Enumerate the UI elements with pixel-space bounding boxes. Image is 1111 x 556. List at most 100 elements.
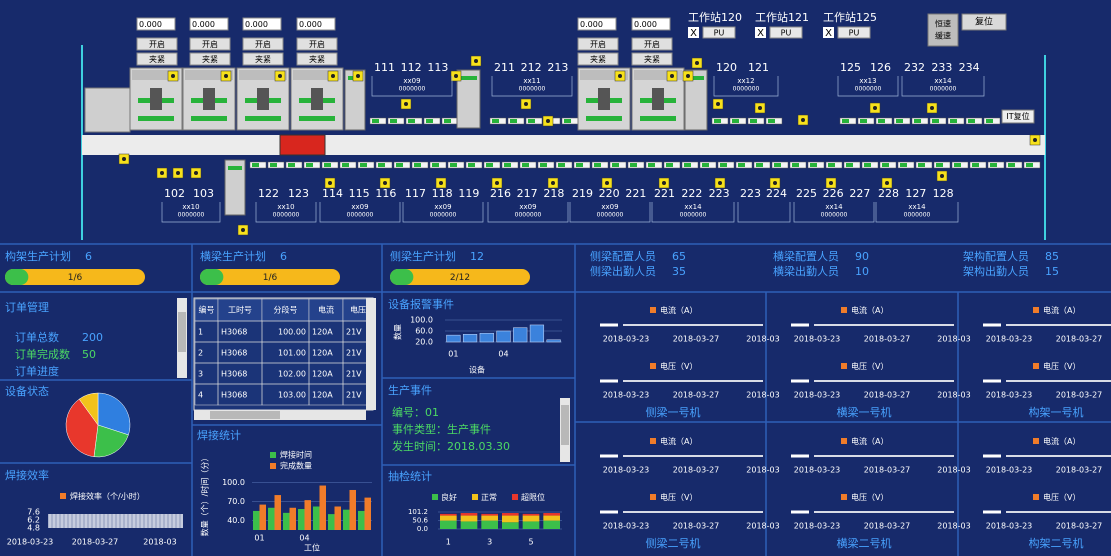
group-bracket — [371, 76, 453, 97]
clamp-button[interactable] — [136, 52, 178, 66]
progress-track — [200, 269, 340, 285]
pie-slice — [93, 424, 129, 458]
date-label: 2018-03-23 — [794, 522, 841, 531]
roller-green — [342, 163, 349, 167]
it-reset-button[interactable] — [1001, 109, 1035, 124]
roller-green — [432, 163, 439, 167]
input-value: 0.000 — [245, 20, 268, 29]
table-cell-text: 1 — [198, 328, 203, 337]
clamp-button[interactable] — [296, 52, 338, 66]
date-label: 2018-03 — [143, 538, 176, 547]
sensor-dot — [718, 181, 722, 185]
y-axis-label: 数量 — [393, 324, 403, 340]
station-button[interactable] — [702, 26, 736, 39]
progress-track — [5, 269, 145, 285]
station-number: 125 — [840, 61, 861, 74]
machine-title: 构架二号机 — [1029, 536, 1084, 550]
bar — [283, 512, 290, 530]
sensor-dot — [356, 74, 360, 78]
stacked-bar — [481, 520, 498, 529]
machine-green — [245, 116, 281, 121]
station-check[interactable] — [688, 27, 699, 38]
date-label: 2018-03-27 — [864, 335, 911, 344]
station-button[interactable] — [837, 26, 871, 39]
legend-label: 电压（V） — [851, 492, 888, 502]
legend-swatch — [841, 307, 847, 313]
machine-head — [634, 70, 682, 80]
y-axis-label: 数量（个）/时间（分） — [200, 454, 210, 537]
y-tick-label: 100.0 — [410, 316, 433, 325]
roller-green — [986, 119, 993, 123]
group-count: 0000000 — [273, 212, 300, 219]
order-value: 50 — [82, 348, 96, 361]
station-number: 232 — [904, 61, 925, 74]
open-button[interactable] — [189, 37, 231, 51]
bar — [259, 504, 266, 530]
bar — [513, 327, 528, 343]
staff-label: 侧梁出勤人员 — [590, 264, 656, 278]
station-number: 112 — [401, 61, 422, 74]
sensor-dot — [873, 106, 877, 110]
station-number: 102 — [164, 187, 185, 200]
open-button[interactable] — [242, 37, 284, 51]
scrollbar — [366, 298, 376, 410]
machine-core — [203, 88, 215, 110]
station-button[interactable] — [769, 26, 803, 39]
machine-core — [311, 88, 323, 110]
staff-value: 35 — [672, 265, 686, 278]
machine-green — [640, 116, 676, 121]
sensor-dot — [829, 181, 833, 185]
plan-value: 12 — [470, 250, 484, 263]
legend-swatch — [650, 307, 656, 313]
date-label: 2018-03 — [937, 522, 970, 531]
group-code: xx13 — [859, 77, 876, 85]
table-cell-text: 3 — [198, 370, 203, 379]
legend-label: 电流（A） — [851, 436, 888, 446]
station-number: 113 — [427, 61, 448, 74]
input-value: 0.000 — [192, 20, 215, 29]
open-button[interactable] — [577, 37, 619, 51]
table-cell-text: 120A — [312, 370, 333, 379]
progress-label: 1/6 — [68, 273, 83, 283]
clamp-label: 夹紧 — [255, 54, 271, 64]
date-label: 2018-03-27 — [1056, 522, 1103, 531]
station-check[interactable] — [755, 27, 766, 38]
progress-fill — [200, 269, 224, 285]
station-name: 工作站121 — [755, 10, 809, 24]
scroll-thumb[interactable] — [178, 312, 186, 352]
open-label: 开启 — [590, 39, 606, 49]
panel-title: 抽检统计 — [388, 469, 432, 483]
legend-label: 超限位 — [521, 492, 545, 502]
roller-green — [842, 119, 849, 123]
clamp-label: 夹紧 — [202, 54, 218, 64]
clamp-button[interactable] — [242, 52, 284, 66]
stacked-bar — [522, 515, 540, 522]
clamp-button[interactable] — [577, 52, 619, 66]
clamp-button[interactable] — [631, 52, 673, 66]
legend-label: 电压（V） — [1043, 492, 1080, 502]
date-label: 2018-03-27 — [673, 391, 720, 400]
bar — [358, 510, 365, 530]
roller-green — [1008, 163, 1015, 167]
station-check[interactable] — [823, 27, 834, 38]
scroll-thumb[interactable] — [210, 411, 280, 419]
open-button[interactable] — [631, 37, 673, 51]
sensor-dot — [1033, 138, 1037, 142]
clamp-button[interactable] — [189, 52, 231, 66]
legend-swatch — [270, 463, 276, 469]
sensor-dot — [758, 106, 762, 110]
open-button[interactable] — [136, 37, 178, 51]
roller-green — [510, 119, 517, 123]
open-button[interactable] — [296, 37, 338, 51]
legend-label: 焊接效率（个/小时） — [70, 491, 145, 501]
legend-swatch — [270, 452, 276, 458]
group-code: xx09 — [434, 203, 451, 211]
roller-green — [846, 163, 853, 167]
station-number: 115 — [349, 187, 370, 200]
progress-label: 2/12 — [450, 273, 470, 283]
scroll-thumb[interactable] — [561, 405, 569, 445]
machine-head — [132, 70, 180, 80]
reset-button[interactable] — [961, 13, 1007, 31]
table-cell-text: 21V — [346, 349, 362, 358]
roller-green — [750, 119, 757, 123]
